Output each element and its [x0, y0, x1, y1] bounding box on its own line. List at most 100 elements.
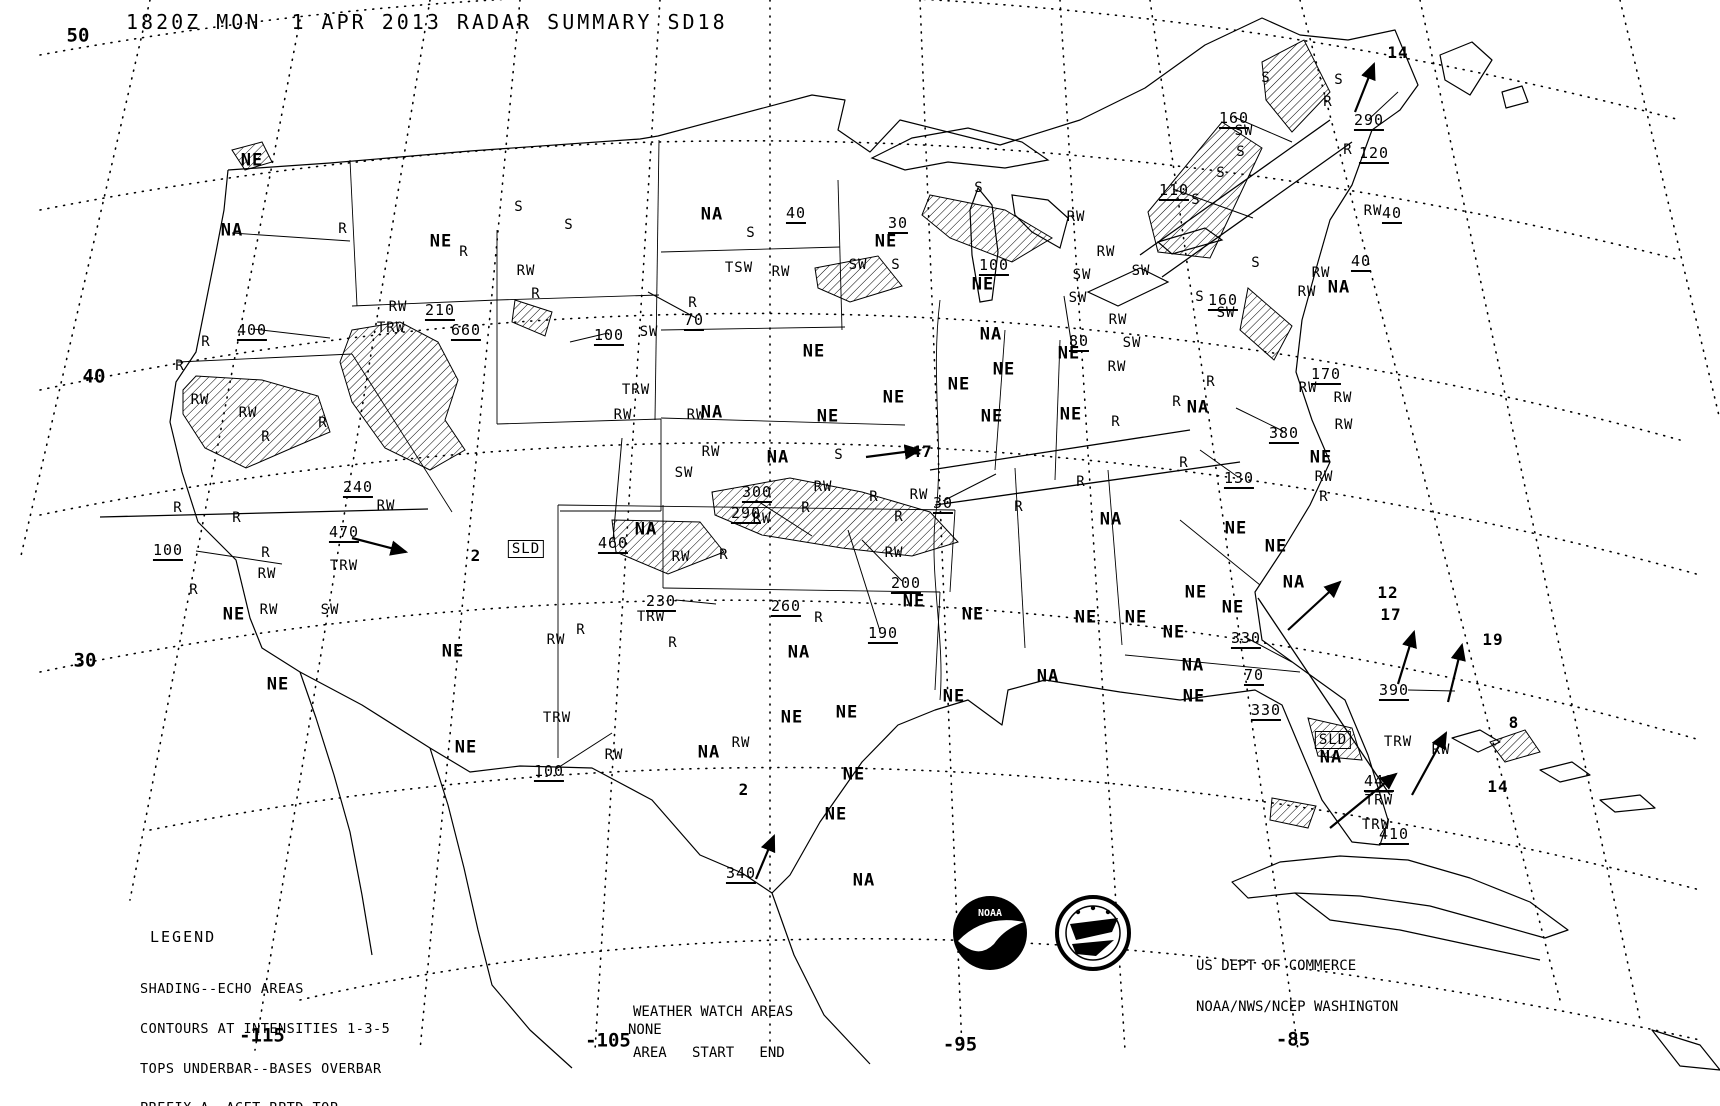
map-label: RW [546, 632, 566, 648]
echo-area [814, 255, 903, 303]
map-label: R [668, 635, 678, 651]
map-label: TRW [376, 320, 406, 336]
map-label: NE [429, 231, 453, 252]
cell-movement-arrow [351, 536, 409, 556]
map-label: TRW [542, 710, 572, 726]
map-label: 19 [1482, 630, 1504, 649]
map-label: SW [1068, 290, 1088, 306]
movement-line [99, 508, 429, 518]
latitude-label: 40 [82, 365, 106, 388]
map-label: 230 [645, 592, 677, 612]
annotation-connector [1368, 91, 1399, 120]
map-label: RW [238, 405, 258, 421]
map-label: 70 [1243, 666, 1265, 686]
map-label: NE [947, 374, 971, 395]
map-label: NA [1186, 397, 1210, 418]
annotation-connector [612, 437, 623, 541]
map-label: S [1195, 289, 1205, 305]
nws-logo [1055, 895, 1131, 971]
movement-line [1139, 119, 1331, 256]
map-label: NE [842, 764, 866, 785]
map-label: NE [942, 686, 966, 707]
map-label: R [175, 358, 185, 374]
annotation-connector [861, 539, 903, 582]
weather-watch-block: WEATHER WATCH AREAS AREA START END [633, 979, 793, 1087]
map-label: NE [874, 231, 898, 252]
map-label: S [1251, 255, 1261, 271]
map-label: R [1319, 489, 1329, 505]
map-label: S [746, 225, 756, 241]
map-label: NE [1057, 343, 1081, 364]
map-label: S [1236, 144, 1246, 160]
map-label: 30 [887, 214, 909, 234]
agency-block: US DEPT OF COMMERCE NOAA/NWS/NCEP WASHIN… [1196, 933, 1398, 1041]
map-label: RW [613, 407, 633, 423]
map-label: NE [441, 641, 465, 662]
cell-movement-arrow [1396, 629, 1417, 685]
map-label: RW [671, 549, 691, 565]
map-label: RW [388, 299, 408, 315]
map-label: 110 [1158, 181, 1190, 201]
echo-area [611, 519, 725, 575]
map-label: 380 [1268, 424, 1300, 444]
map-label: RW [1314, 469, 1334, 485]
echo-area [511, 299, 553, 337]
map-label: 100 [152, 541, 184, 561]
map-label: RW [1108, 312, 1128, 328]
map-label: 190 [867, 624, 899, 644]
map-label: RW [752, 511, 772, 527]
echo-area [1261, 39, 1331, 133]
map-label: 14 [1387, 43, 1409, 62]
annotation-connector [1244, 636, 1293, 663]
map-label: 290 [1353, 111, 1385, 131]
map-label: 660 [450, 321, 482, 341]
map-label: RW [1333, 390, 1353, 406]
map-label: SW [1234, 123, 1254, 139]
annotation-connector [1199, 449, 1239, 478]
map-label: NE [240, 150, 264, 171]
map-label: R [201, 334, 211, 350]
agency-line: US DEPT OF COMMERCE [1196, 958, 1357, 974]
map-label: 120 [1358, 144, 1390, 164]
map-label: R [688, 295, 698, 311]
echo-area [1489, 729, 1541, 763]
map-label: 100 [533, 762, 565, 782]
map-label: RW [884, 545, 904, 561]
map-label: 330 [1230, 629, 1262, 649]
cell-movement-arrow [1287, 580, 1342, 631]
legend-line: TOPS UNDERBAR--BASES OVERBAR [140, 1060, 382, 1077]
map-label: RW [376, 498, 396, 514]
map-label: NA [700, 204, 724, 225]
map-label: 330 [1250, 701, 1282, 721]
map-label: R [189, 582, 199, 598]
map-label: NA [700, 402, 724, 423]
map-label: S [1334, 72, 1344, 88]
legend-block: SHADING--ECHO AREAS CONTOURS AT INTENSIT… [140, 957, 416, 1106]
map-label: NE [980, 406, 1004, 427]
map-label: R [576, 622, 586, 638]
watch-columns: AREA START END [633, 1044, 785, 1061]
map-label: 410 [1378, 825, 1410, 845]
map-label: R [719, 547, 729, 563]
map-label: SW [848, 257, 868, 273]
map-label: RW [259, 602, 279, 618]
map-label: NE [780, 707, 804, 728]
map-label: 70 [683, 311, 705, 331]
echo-area [182, 375, 331, 469]
map-label: NA [220, 220, 244, 241]
map-label: 300 [741, 483, 773, 503]
map-label: 14 [1487, 777, 1509, 796]
annotation-connector [1172, 188, 1254, 219]
map-label: NA [697, 742, 721, 763]
map-label: NA [1282, 572, 1306, 593]
movement-line [1161, 141, 1353, 278]
map-label: NE [222, 604, 246, 625]
map-label: RW [1311, 265, 1331, 281]
map-label: RW [731, 735, 751, 751]
echo-area [711, 477, 959, 557]
movement-line [1257, 597, 1391, 796]
map-label: NE [902, 591, 926, 612]
annotation-connector [755, 499, 813, 537]
